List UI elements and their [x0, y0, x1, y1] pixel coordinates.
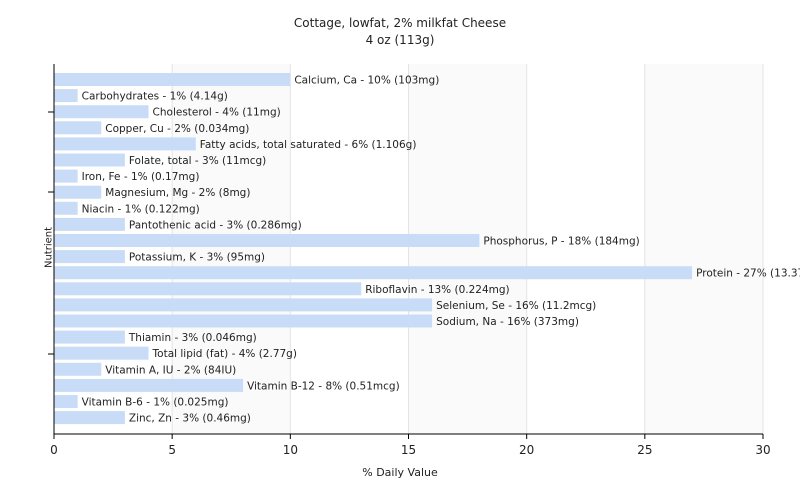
bar-label: Selenium, Se - 16% (11.2mcg) — [436, 300, 596, 312]
bar-label: Cholesterol - 4% (11mg) — [153, 107, 281, 119]
bar-label: Copper, Cu - 2% (0.034mg) — [105, 123, 249, 135]
plot-band — [290, 64, 409, 434]
bar — [54, 217, 125, 231]
x-tick-label: 15 — [401, 443, 416, 457]
chart-title: Cottage, lowfat, 2% milkfat Cheese — [293, 16, 507, 30]
plot-band — [172, 64, 291, 434]
plot-band — [526, 64, 645, 434]
plot-band — [54, 64, 173, 434]
bar-label: Niacin - 1% (0.122mg) — [82, 203, 200, 215]
bar-label: Thiamin - 3% (0.046mg) — [128, 332, 257, 344]
bar — [54, 234, 480, 247]
bar — [54, 298, 433, 312]
bar — [54, 121, 102, 135]
bar-label: Iron, Fe - 1% (0.17mg) — [82, 171, 200, 183]
bar-label: Folate, total - 3% (11mcg) — [129, 155, 266, 167]
bar — [54, 314, 433, 328]
bar — [54, 250, 125, 264]
x-tick-label: 5 — [168, 443, 176, 457]
x-tick-label: 20 — [519, 443, 534, 457]
bar — [54, 185, 102, 199]
bar — [54, 362, 102, 376]
bar-label: Potassium, K - 3% (95mg) — [129, 252, 265, 264]
bar — [54, 346, 149, 360]
bar — [54, 395, 78, 408]
bar — [54, 282, 362, 296]
bar — [54, 378, 244, 392]
bar-label: Total lipid (fat) - 4% (2.77g) — [152, 348, 297, 360]
bar-label: Vitamin A, IU - 2% (84IU) — [105, 364, 236, 376]
bar-label: Zinc, Zn - 3% (0.46mg) — [129, 413, 251, 425]
bar-label: Phosphorus, P - 18% (184mg) — [483, 236, 639, 248]
bar — [54, 89, 78, 103]
bar — [54, 411, 125, 425]
bar-label: Sodium, Na - 16% (373mg) — [436, 316, 579, 328]
bar — [54, 137, 196, 151]
bar — [54, 153, 125, 167]
x-axis-label: % Daily Value — [362, 466, 438, 479]
bar — [54, 266, 693, 280]
bar-label: Protein - 27% (13.37g) — [696, 268, 800, 280]
bar-label: Pantothenic acid - 3% (0.286mg) — [129, 219, 302, 231]
x-tick-label: 30 — [755, 443, 770, 457]
plot-band — [408, 64, 527, 434]
bar — [54, 201, 78, 215]
bar-label: Calcium, Ca - 10% (103mg) — [294, 75, 439, 87]
x-tick-label: 25 — [637, 443, 652, 457]
x-tick-label: 0 — [50, 443, 58, 457]
bar — [54, 105, 149, 119]
bar-label: Riboflavin - 13% (0.224mg) — [365, 284, 509, 296]
y-axis-label: Nutrient — [43, 226, 55, 269]
x-tick-label: 10 — [283, 443, 298, 457]
bar-label: Carbohydrates - 1% (4.14g) — [82, 91, 228, 103]
bar — [54, 169, 78, 183]
bar-label: Magnesium, Mg - 2% (8mg) — [105, 187, 250, 199]
bar-label: Fatty acids, total saturated - 6% (1.106… — [200, 139, 417, 151]
plot-band — [644, 64, 763, 434]
bar-label: Vitamin B-6 - 1% (0.025mg) — [82, 397, 229, 409]
bar — [54, 73, 291, 86]
chart-subtitle: 4 oz (113g) — [365, 33, 435, 47]
bar-label: Vitamin B-12 - 8% (0.51mcg) — [247, 380, 400, 392]
bar — [54, 330, 125, 344]
